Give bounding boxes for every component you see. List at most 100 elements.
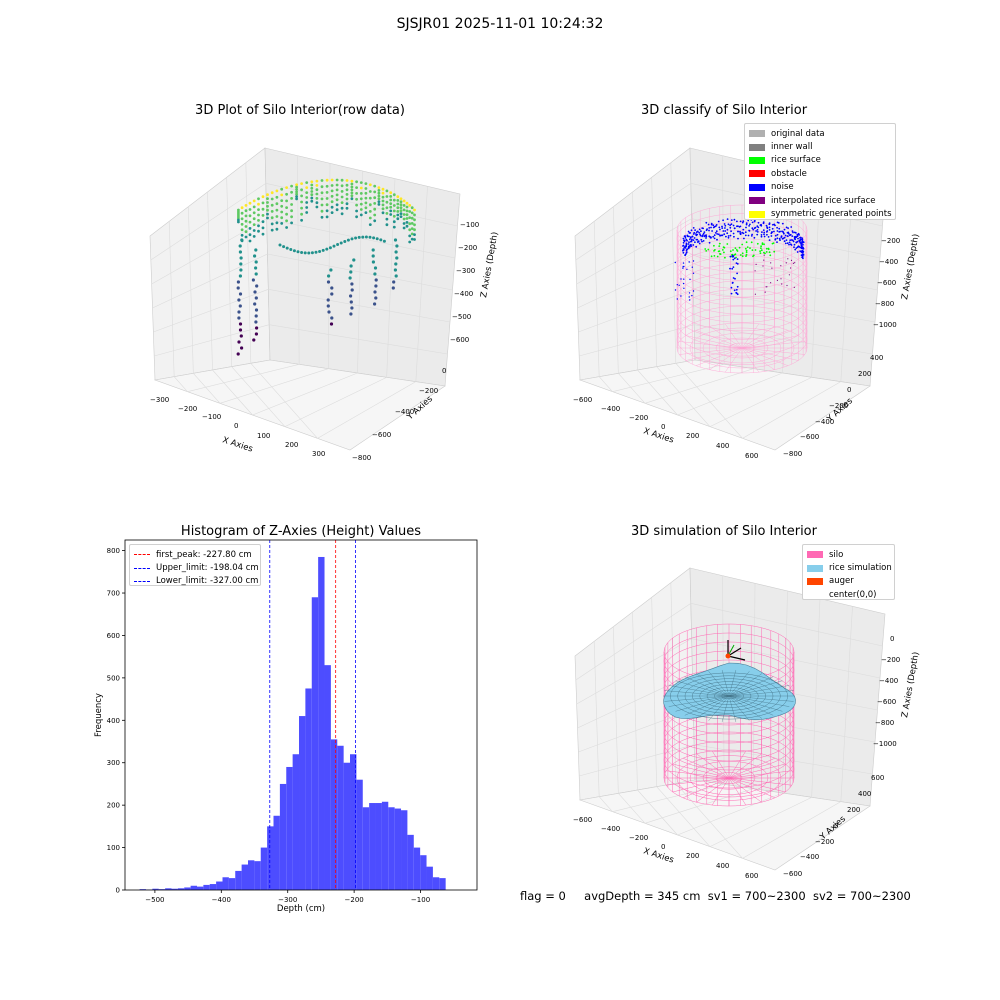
noise-point <box>770 232 773 235</box>
legend-swatch <box>749 197 765 205</box>
gridline <box>598 796 613 812</box>
panel2-z-ticks: −200 −400 −600 −800 −1000 <box>873 237 900 329</box>
data-point <box>381 211 385 215</box>
silo-spoke <box>672 763 730 779</box>
legend-label: Upper_limit: -198.04 cm <box>156 563 259 574</box>
legend-swatch <box>749 143 765 151</box>
legend-entry: inner wall <box>749 140 891 153</box>
data-point <box>355 209 358 213</box>
noise-point <box>700 230 702 233</box>
rice-surface-point <box>726 243 729 245</box>
noise-point <box>756 233 759 236</box>
data-point <box>396 199 400 202</box>
noise-point <box>686 239 688 242</box>
noise-point <box>785 239 788 241</box>
noise-point <box>795 247 798 249</box>
noise-point <box>802 257 804 260</box>
noise-point <box>726 218 729 220</box>
data-point <box>310 183 314 187</box>
p1-xtick: −200 <box>178 405 197 413</box>
noise-point <box>757 226 760 229</box>
data-point <box>261 207 265 211</box>
noise-point <box>697 240 700 243</box>
legend-label: auger <box>829 576 854 587</box>
data-point <box>381 191 385 195</box>
silo-spoke <box>728 770 792 779</box>
rice-surface-point <box>746 246 749 248</box>
histogram-bar <box>401 810 408 890</box>
data-point <box>275 208 279 212</box>
rice-surface-point <box>718 250 721 252</box>
rice-mesh-spoke <box>664 695 730 702</box>
rice-mesh-spoke <box>728 695 763 719</box>
interpolated-point <box>763 254 765 256</box>
data-point <box>349 300 353 304</box>
noise-point <box>747 234 750 237</box>
data-point <box>244 225 248 228</box>
p4-ytick: 600 <box>871 774 884 782</box>
noise-point <box>721 227 724 229</box>
noise-point <box>795 236 797 239</box>
data-point <box>368 210 372 213</box>
noise-point <box>722 219 724 222</box>
noise-point <box>701 235 704 238</box>
data-point <box>349 264 353 268</box>
data-point <box>290 197 293 200</box>
panel4-x-ticks: −600 −400 −200 0 200 400 600 <box>573 816 758 880</box>
histogram-bar <box>235 870 242 890</box>
data-point <box>289 248 293 251</box>
noise-point <box>778 237 781 240</box>
gridline <box>742 801 841 859</box>
data-point <box>361 235 365 239</box>
data-point <box>237 212 240 216</box>
data-point <box>266 208 269 212</box>
p1-xtick: −300 <box>150 396 169 404</box>
noise-point <box>765 224 768 227</box>
noise-point <box>690 240 693 243</box>
data-point <box>389 195 393 198</box>
data-point <box>238 292 243 296</box>
data-point <box>280 204 284 208</box>
data-point <box>295 190 298 194</box>
data-point <box>285 212 288 216</box>
interpolated-point <box>763 259 765 261</box>
data-point <box>290 215 293 219</box>
noise-point <box>790 226 793 228</box>
data-point <box>320 191 324 195</box>
data-point <box>402 222 406 225</box>
noise-point <box>777 222 780 224</box>
p4-xtick: 200 <box>686 852 699 860</box>
noise-point <box>706 228 708 230</box>
p4-ztick: −600 <box>877 698 896 706</box>
histogram-bar <box>407 834 414 890</box>
noise-point <box>736 293 739 296</box>
p1-ztick: −100 <box>460 221 479 229</box>
data-point <box>350 194 354 198</box>
noise-point <box>718 226 721 229</box>
data-point <box>240 346 244 350</box>
p2-ztick: −600 <box>877 279 896 287</box>
rice-mesh-spoke <box>675 695 730 712</box>
data-point <box>373 219 377 223</box>
data-point <box>315 192 319 196</box>
p4-ytick: −400 <box>800 853 819 861</box>
data-point <box>355 186 358 189</box>
p2-ztick: −200 <box>881 237 900 245</box>
noise-point <box>716 238 718 241</box>
data-point <box>394 274 398 278</box>
data-point <box>248 220 252 224</box>
legend-entry: Lower_limit: -327.00 cm <box>134 575 258 588</box>
gridline <box>656 786 711 847</box>
noise-point <box>736 225 738 228</box>
noise-point <box>768 229 771 231</box>
data-point <box>408 222 412 226</box>
histogram-bar <box>171 888 178 890</box>
data-point <box>244 235 248 239</box>
noise-point <box>685 251 688 253</box>
data-point <box>371 260 375 264</box>
gridline <box>231 366 286 427</box>
legend-entry: Upper_limit: -198.04 cm <box>134 561 259 574</box>
legend-label: silo <box>829 549 844 560</box>
rice-mesh-spoke <box>728 695 750 721</box>
noise-point <box>799 236 802 239</box>
